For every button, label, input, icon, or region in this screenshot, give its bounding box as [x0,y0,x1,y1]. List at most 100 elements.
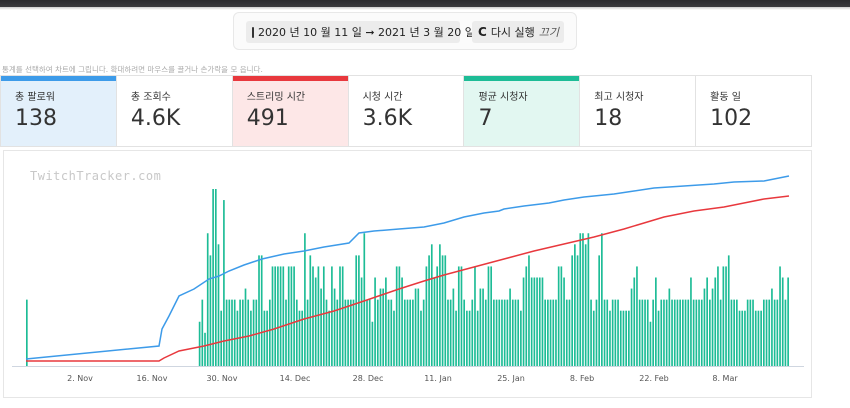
bar [209,255,212,367]
bar [514,299,517,367]
bar [503,299,506,367]
x-tick-label: 25. Jan [497,374,525,383]
bar [401,277,403,366]
stat-card-4[interactable]: 평균 시청자 7 [464,76,581,146]
x-tick-label: 8. Feb [570,374,594,383]
stat-value: 4.6K [130,106,181,131]
bar [628,310,630,366]
bar [690,277,692,366]
bar [649,321,652,366]
stat-card-1[interactable]: 총 조회수 4.6K [117,76,233,146]
bar [479,288,482,366]
stat-accent-bar [1,76,116,81]
rerun-button[interactable]: C 다시 실행 끄기 [472,21,564,43]
rerun-label: 다시 실행 [490,26,535,39]
bar [538,277,541,366]
bar [665,299,668,367]
bar [395,266,398,366]
stat-label: 활동 일 [710,92,741,103]
bar [779,266,781,366]
bar [584,244,587,366]
x-tick-label: 30. Nov [207,374,238,383]
bar [776,299,779,367]
bar [563,277,565,366]
bar [293,266,295,366]
bar [277,266,279,366]
bar [474,266,476,366]
top-bar-shadow [0,7,850,10]
stats-chart[interactable]: 2. Nov 16. Nov 30. Nov 14. Dec 28. Dec 11. Ja… [4,151,813,399]
bar [749,299,752,367]
bar [328,310,331,366]
stat-label: 총 팔로워 [15,92,55,103]
stat-value: 102 [710,106,753,131]
bar [493,299,495,367]
bar [603,299,606,367]
bar [717,266,719,366]
bar [598,255,600,367]
bar [376,299,379,367]
bar [746,299,749,367]
stat-card-2[interactable]: 스트리밍 시간 491 [232,76,349,146]
bar [482,288,484,366]
stat-card-3[interactable]: 시청 시간 3.6K [349,76,465,146]
bar [255,299,258,367]
bar [290,266,293,366]
bar [522,277,525,366]
stat-label: 총 조회수 [130,92,171,103]
bar [225,299,228,367]
bar [484,299,487,367]
stat-value: 138 [15,106,57,131]
bar [736,299,738,367]
bar [557,266,560,366]
bar [576,255,579,367]
bar [530,277,533,366]
stat-card-0[interactable]: 총 팔로워 138 [1,76,117,146]
bar [646,299,649,367]
bar [349,299,352,367]
bar [358,255,360,367]
bar [409,299,412,367]
stat-accent-bar [232,76,348,81]
bar [417,288,420,366]
date-range-button[interactable]: 2020 년 10 월 11 일 ➞ 2021 년 3 월 20 일 [246,21,475,43]
bar [552,299,555,367]
bar [679,299,681,367]
bar [533,277,536,366]
stat-card-6[interactable]: 활동 일 102 [696,76,811,146]
bar [655,277,657,366]
bar [625,310,627,366]
bar [336,299,339,367]
chart-area[interactable]: 2. Nov 16. Nov 30. Nov 14. Dec 28. Dec 11. Ja… [3,150,812,398]
bar [436,266,439,366]
bar [684,299,687,367]
bar [339,266,341,366]
bar [223,200,225,366]
x-tick-label: 14. Dec [280,374,311,383]
bar [657,310,660,366]
bar [760,310,762,366]
bar [260,255,263,367]
bar [784,299,787,367]
bar [317,266,320,366]
bar [390,299,393,367]
bar [663,299,665,367]
bar [765,299,768,367]
bar [198,321,201,366]
bar [682,299,684,367]
stat-card-5[interactable]: 최고 시청자 18 [580,76,697,146]
bar [771,288,773,366]
bar [622,310,625,366]
stat-value: 491 [246,106,289,131]
bar [714,277,717,366]
bar [609,310,611,366]
bar [692,299,695,367]
bar [506,299,509,367]
stat-accent-bar [464,76,580,81]
bar [579,233,582,366]
bar [333,288,336,366]
bar [258,255,260,367]
bar [322,266,325,366]
bar [385,277,387,366]
bar [722,266,725,366]
